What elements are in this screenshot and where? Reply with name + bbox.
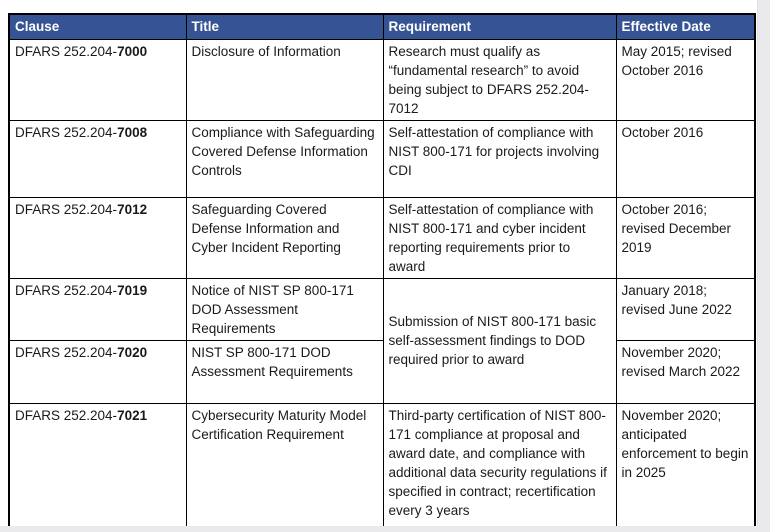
clause-number: 7008 <box>117 124 148 140</box>
table-row: DFARS 252.204-7000 Disclosure of Informa… <box>8 38 756 121</box>
effective-date-cell: January 2018; revised June 2022 <box>615 277 756 341</box>
title-cell: Safeguarding Covered Defense Information… <box>185 196 384 279</box>
requirement-cell: Third-party certification of NIST 800-17… <box>382 402 617 532</box>
clause-prefix: DFARS 252.204- <box>15 124 118 140</box>
table-header-row: Clause Title Requirement Effective Date <box>8 13 756 40</box>
column-header-clause: Clause <box>8 13 187 40</box>
effective-date-cell: November 2020; anticipated enforcement t… <box>615 402 756 532</box>
clause-prefix: DFARS 252.204- <box>15 43 118 59</box>
clause-number: 7020 <box>117 344 148 360</box>
effective-date-cell: May 2015; revised October 2016 <box>615 38 756 121</box>
title-cell: Notice of NIST SP 800-171 DOD Assessment… <box>185 277 384 341</box>
clause-number: 7012 <box>117 201 148 217</box>
clause-prefix: DFARS 252.204- <box>15 282 118 298</box>
clause-prefix: DFARS 252.204- <box>15 344 118 360</box>
table-row: DFARS 252.204-7020 NIST SP 800-171 DOD A… <box>8 339 756 404</box>
effective-date-cell: October 2016; revised December 2019 <box>615 196 756 279</box>
table-row: DFARS 252.204-7008 Compliance with Safeg… <box>8 119 756 198</box>
column-header-title: Title <box>185 13 384 40</box>
title-cell: Cybersecurity Maturity Model Certificati… <box>185 402 384 532</box>
requirement-cell: Self-attestation of compliance with NIST… <box>382 196 617 279</box>
effective-date-cell: October 2016 <box>615 119 756 198</box>
title-cell: NIST SP 800-171 DOD Assessment Requireme… <box>185 339 384 404</box>
dfars-clauses-table: Clause Title Requirement Effective Date … <box>8 13 756 532</box>
table-row: DFARS 252.204-7021 Cybersecurity Maturit… <box>8 402 756 532</box>
title-cell: Disclosure of Information <box>185 38 384 121</box>
requirement-cell-merged: Submission of NIST 800-171 basic self-as… <box>382 277 617 404</box>
clause-number: 7000 <box>117 43 148 59</box>
requirement-cell: Self-attestation of compliance with NIST… <box>382 119 617 198</box>
column-header-effective-date: Effective Date <box>615 13 756 40</box>
clause-cell: DFARS 252.204-7000 <box>8 38 187 121</box>
clause-cell: DFARS 252.204-7012 <box>8 196 187 279</box>
clause-cell: DFARS 252.204-7021 <box>8 402 187 532</box>
clause-cell: DFARS 252.204-7008 <box>8 119 187 198</box>
effective-date-cell: November 2020; revised March 2022 <box>615 339 756 404</box>
clause-cell: DFARS 252.204-7020 <box>8 339 187 404</box>
column-header-requirement: Requirement <box>382 13 617 40</box>
table-row: DFARS 252.204-7019 Notice of NIST SP 800… <box>8 277 756 404</box>
clause-number: 7021 <box>117 407 148 423</box>
requirement-cell: Research must qualify as “fundamental re… <box>382 38 617 121</box>
clause-cell: DFARS 252.204-7019 <box>8 277 187 341</box>
page-edge-right <box>757 0 770 532</box>
clause-prefix: DFARS 252.204- <box>15 201 118 217</box>
table-row: DFARS 252.204-7012 Safeguarding Covered … <box>8 196 756 279</box>
clause-prefix: DFARS 252.204- <box>15 407 118 423</box>
page-edge-bottom <box>0 526 770 532</box>
clause-number: 7019 <box>117 282 148 298</box>
title-cell: Compliance with Safeguarding Covered Def… <box>185 119 384 198</box>
